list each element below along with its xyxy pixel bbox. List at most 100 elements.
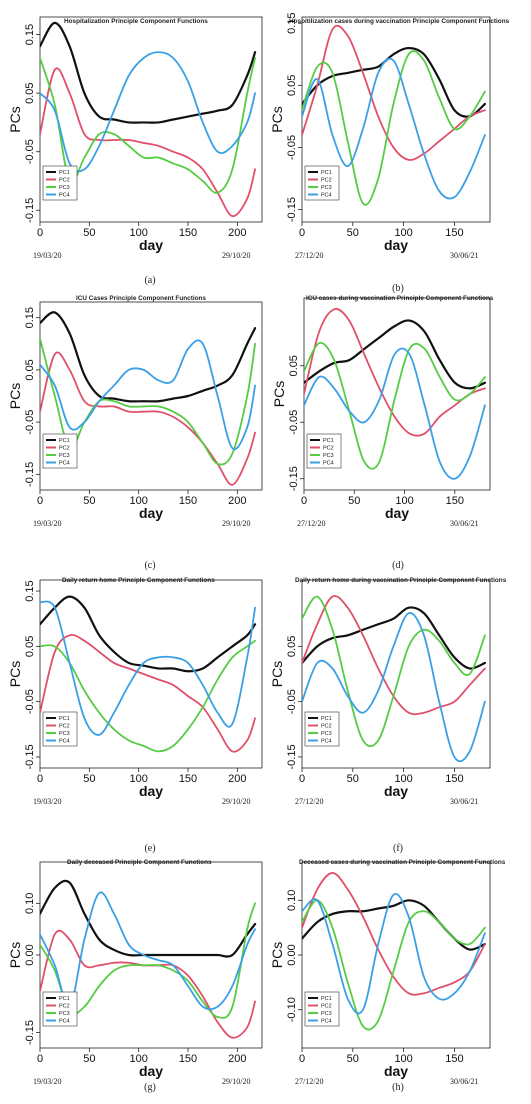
x-tick-label: 150	[445, 773, 463, 785]
series-lines	[40, 595, 257, 753]
legend-entry: PC3	[59, 185, 70, 191]
y-tick-label: 0.15	[286, 13, 298, 34]
x-tick-label: 100	[129, 1053, 147, 1065]
end-date: 30/06/21	[450, 519, 478, 528]
legend-entry: PC1	[59, 170, 70, 176]
panel-caption: (a)	[144, 275, 155, 286]
series-line-pc4	[302, 612, 486, 763]
x-axis-label: day	[384, 783, 408, 799]
panel-caption: (g)	[144, 1082, 156, 1093]
y-tick-label: -0.05	[286, 135, 298, 160]
x-axis-label: day	[385, 505, 409, 521]
panel-e: Daily return home Principle Component Fu…	[7, 577, 263, 854]
plot-frame	[39, 16, 263, 223]
plot-frame	[301, 579, 491, 769]
legend-entry: PC2	[59, 446, 70, 452]
series-lines	[302, 24, 487, 206]
legend-entry: PC2	[321, 178, 332, 184]
y-tick-label: -0.15	[286, 197, 298, 222]
series-line-pc1	[40, 311, 257, 403]
panel-caption: (f)	[393, 843, 403, 854]
y-tick-label: -0.15	[288, 466, 300, 491]
end-date: 29/10/20	[222, 797, 250, 806]
y-tick-label: 0.05	[24, 82, 36, 103]
series-lines	[40, 879, 257, 1039]
series-line-pc2	[40, 67, 256, 218]
legend-entry: PC3	[59, 453, 70, 459]
x-axis-label: day	[139, 783, 163, 799]
x-axis-label: day	[384, 1063, 408, 1079]
panel-caption: (h)	[392, 1082, 404, 1093]
y-tick-label: 0.00	[24, 944, 36, 965]
x-tick-label: 100	[394, 227, 412, 239]
end-date: 30/06/21	[450, 797, 478, 806]
series-line-pc4	[40, 600, 256, 736]
legend-entry: PC3	[321, 731, 332, 737]
series-lines	[304, 308, 487, 480]
x-tick-label: 50	[347, 773, 359, 785]
x-tick-label: 150	[445, 1053, 463, 1065]
legend-entry: PC1	[59, 996, 70, 1002]
x-tick-label: 100	[129, 773, 147, 785]
series-line-pc1	[302, 46, 487, 118]
y-axis-label: PCs	[269, 661, 285, 687]
panel-title: Hospitalization Principle Component Func…	[64, 18, 208, 25]
x-tick-label: 0	[37, 495, 43, 507]
x-tick-label: 50	[347, 1053, 359, 1065]
legend-entry: PC1	[321, 170, 332, 176]
y-tick-label: 0.05	[286, 636, 298, 657]
y-axis-label: PCs	[269, 106, 285, 132]
y-tick-label: -0.15	[286, 744, 298, 769]
x-tick-label: 50	[348, 495, 360, 507]
y-tick-label: -0.05	[288, 410, 300, 435]
panel-a: Hospitalization Principle Component Func…	[7, 16, 263, 286]
y-tick-label: -0.05	[24, 139, 36, 164]
end-date: 30/06/21	[450, 251, 478, 260]
y-tick-label: -0.15	[24, 462, 36, 487]
series-line-pc1	[302, 899, 487, 951]
x-tick-label: 0	[299, 227, 305, 239]
x-tick-label: 100	[129, 495, 147, 507]
series-line-pc1	[40, 879, 257, 958]
x-axis-label: day	[139, 1063, 163, 1079]
y-axis-label: PCs	[7, 942, 23, 968]
plot-frame	[39, 301, 263, 491]
y-tick-label: -0.15	[24, 198, 36, 223]
start-date: 27/12/20	[295, 797, 323, 806]
y-tick-label: 0.05	[24, 359, 36, 380]
legend-entry: PC4	[321, 193, 332, 199]
y-tick-label: 0.15	[24, 580, 36, 601]
panel-f: Daily return home during vaccination Pri…	[269, 577, 507, 854]
x-tick-label: 100	[395, 495, 413, 507]
y-tick-label: 0.15	[24, 307, 36, 328]
y-axis-label: PCs	[7, 661, 23, 687]
legend-entry: PC2	[323, 446, 334, 452]
legend-entry: PC4	[323, 461, 334, 467]
panel-caption: (e)	[144, 843, 155, 854]
legend-entry: PC2	[321, 724, 332, 730]
panel-g: Daily deceased Principle Component Funct…	[7, 859, 263, 1093]
series-line-pc4	[40, 339, 256, 451]
panel-h: Deceased cases during vaccination Princi…	[269, 859, 506, 1093]
plot-frame	[39, 579, 263, 769]
panel-title: Daily return home Principle Component Fu…	[62, 577, 215, 584]
x-tick-label: 50	[83, 227, 95, 239]
y-tick-label: 0.05	[286, 75, 298, 96]
series-line-pc2	[40, 633, 256, 753]
panel-c: ICU Cases Principle Component Functions 0…	[7, 295, 263, 571]
x-tick-label: 200	[228, 1053, 246, 1065]
series-line-pc3	[40, 902, 256, 1019]
start-date: 19/03/20	[33, 797, 61, 806]
series-line-pc1	[304, 319, 487, 390]
panel-title: Deceased cases during vaccination Princi…	[299, 859, 506, 866]
series-line-pc3	[304, 342, 486, 470]
panel-title: Daily deceased Principle Component Funct…	[67, 859, 212, 866]
x-tick-label: 0	[37, 1053, 43, 1065]
x-axis-label: day	[139, 505, 163, 521]
legend-entry: PC1	[321, 996, 332, 1002]
x-tick-label: 150	[179, 227, 197, 239]
